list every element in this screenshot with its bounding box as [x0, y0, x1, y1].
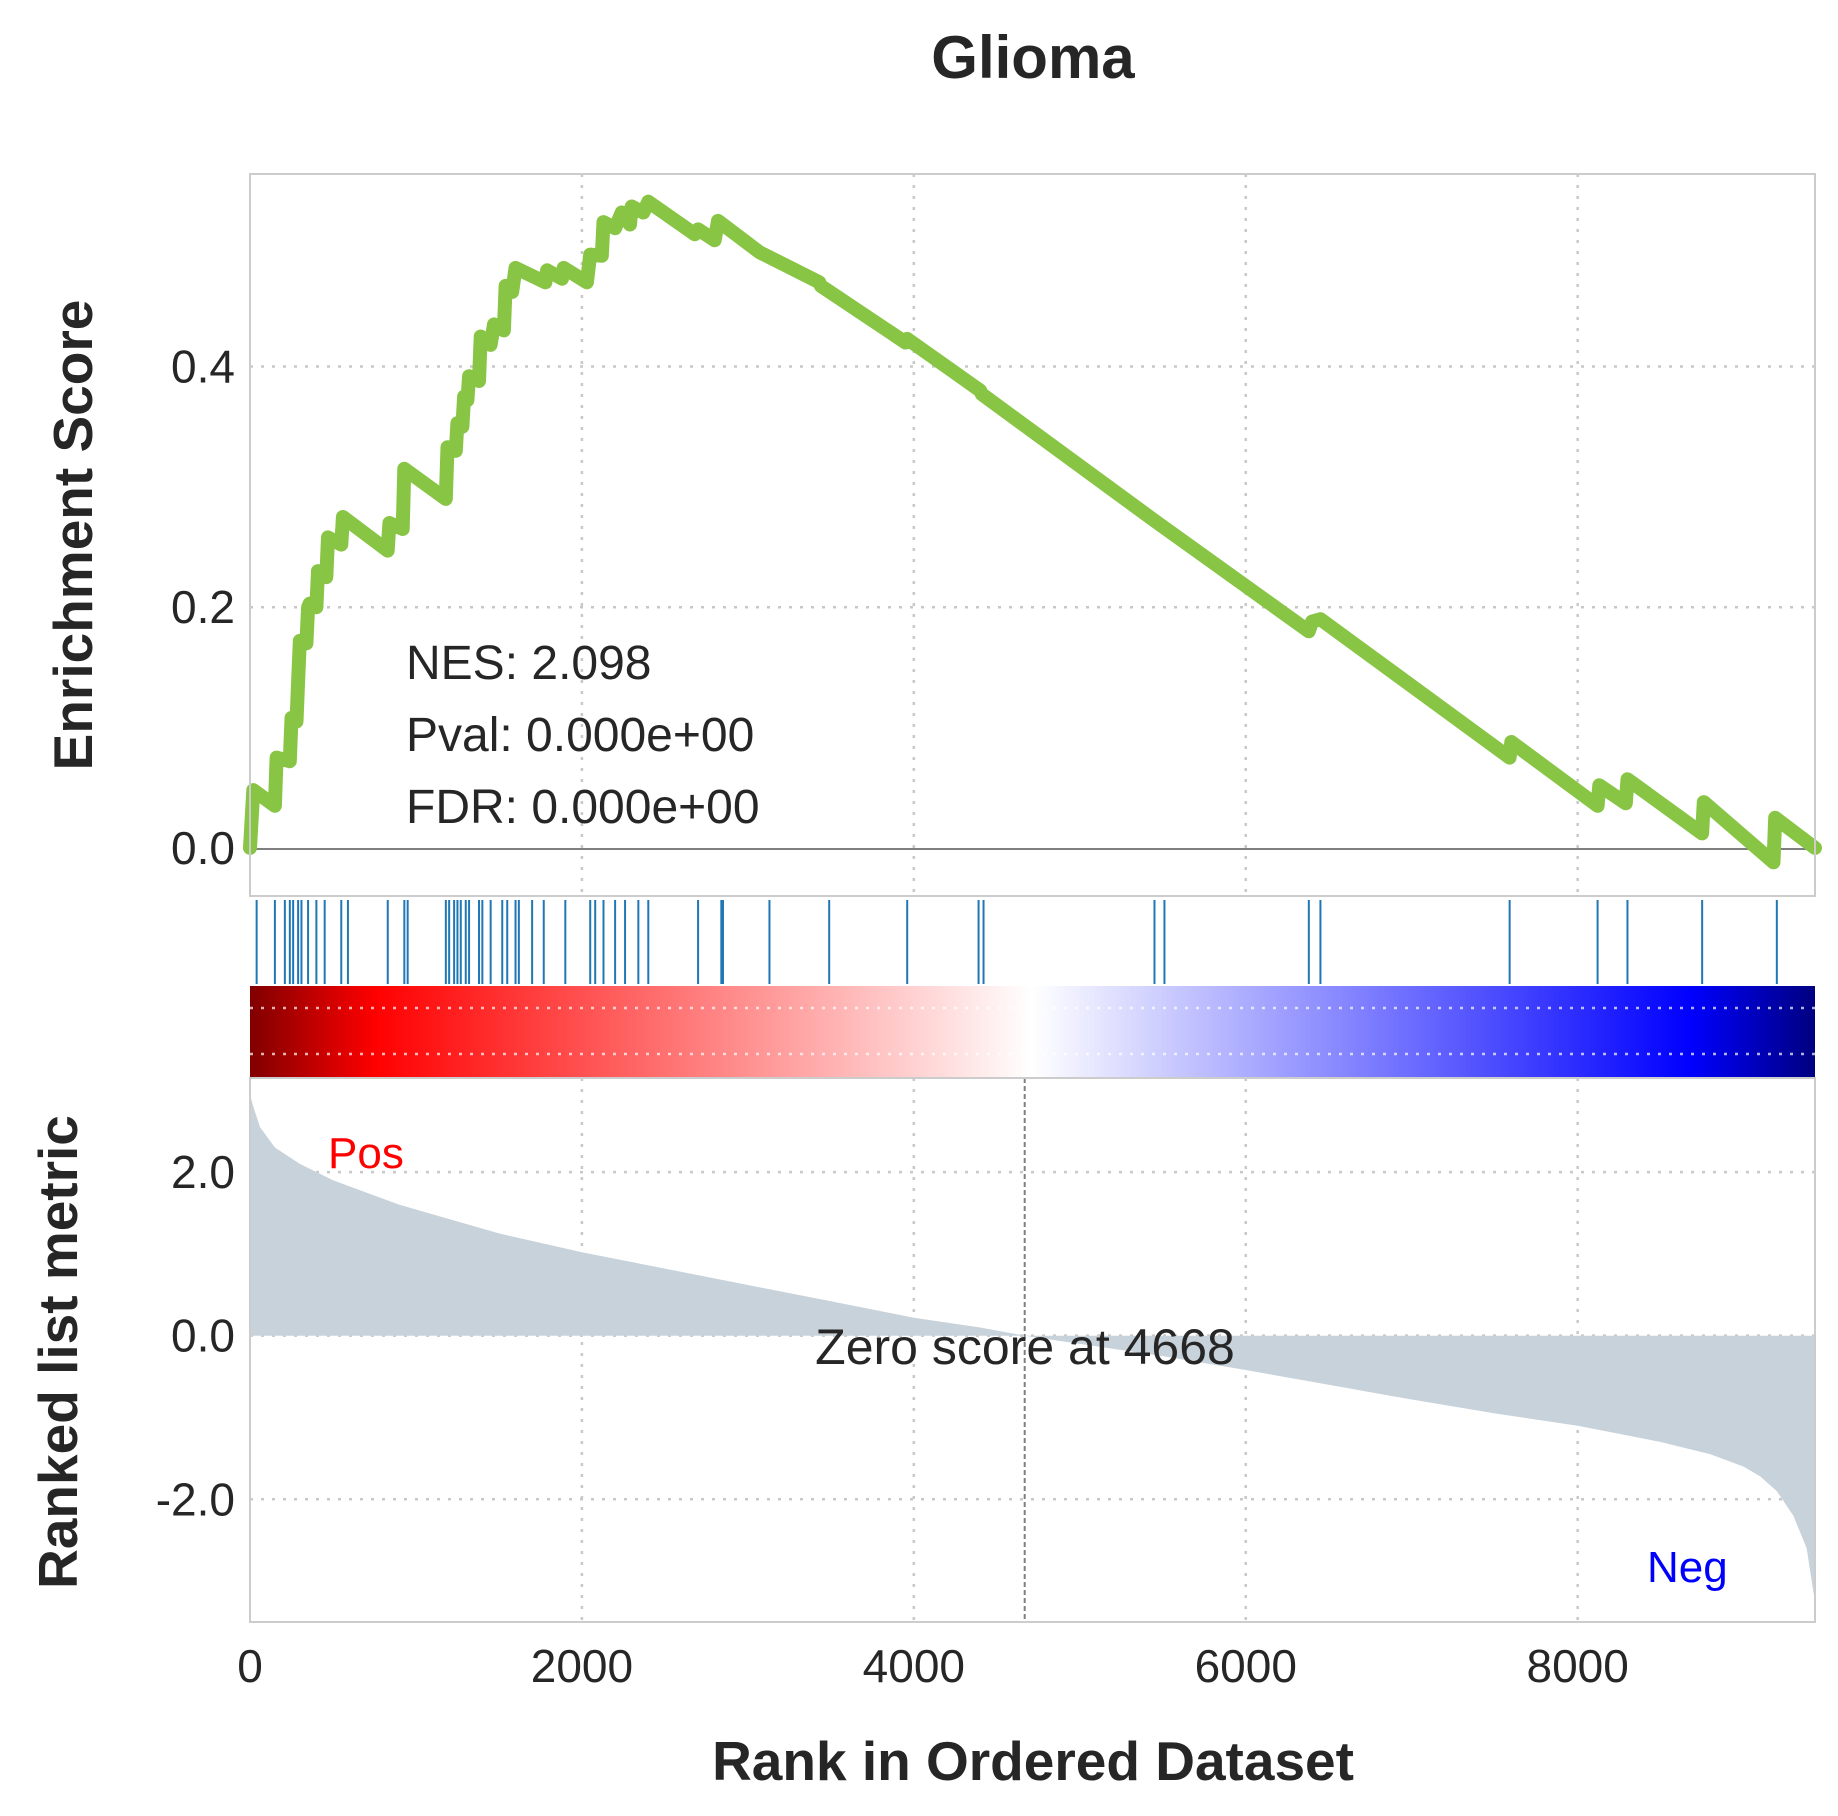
x-tick-label: 0 — [237, 1640, 263, 1692]
ranked-metric-panel: 2.0 0.0 -2.0 Ranked list metric Zero score… — [27, 1077, 1816, 1623]
ranked-metric-panel-frame — [249, 1077, 1816, 1623]
stats-annotation: NES: 2.098 Pval: 0.000e+00 FDR: 0.000e+0… — [406, 637, 760, 834]
hits-panel — [255, 900, 1778, 984]
zero-score-label: Zero score at 4668 — [815, 1319, 1235, 1375]
enrichment-y-tick-label: 0.4 — [171, 341, 235, 393]
chart-title: Glioma — [931, 24, 1135, 91]
fdr-text: FDR: 0.000e+00 — [406, 781, 760, 834]
ranked-metric-y-tick-label: -2.0 — [156, 1473, 235, 1525]
enrichment-panel: 0.0 0.2 0.4 Enrichment Score NES: 2.098 Pv… — [42, 173, 1822, 897]
enrichment-score-line — [243, 194, 1822, 870]
enrichment-y-axis-label: Enrichment Score — [42, 300, 104, 771]
enrichment-y-tick-label: 0.2 — [171, 581, 235, 633]
enrichment-gridlines — [250, 174, 1815, 896]
pos-label: Pos — [328, 1129, 404, 1178]
rank-gradient-bar — [250, 986, 1815, 1078]
pval-text: Pval: 0.000e+00 — [406, 709, 754, 762]
x-axis-label: Rank in Ordered Dataset — [712, 1730, 1354, 1792]
ranked-metric-y-tick-label: 2.0 — [171, 1146, 235, 1198]
ranked-metric-area — [250, 1094, 1815, 1602]
ranked-metric-y-axis-label: Ranked list metric — [27, 1115, 89, 1589]
ranked-metric-y-tick-label: 0.0 — [171, 1310, 235, 1362]
ranked-metric-gridlines — [250, 1078, 1815, 1622]
x-tick-label: 6000 — [1195, 1640, 1297, 1692]
enrichment-y-ticks: 0.0 0.2 0.4 — [171, 341, 235, 874]
x-tick-label: 4000 — [863, 1640, 965, 1692]
enrichment-y-tick-label: 0.0 — [171, 822, 235, 874]
x-axis-ticks: 0 2000 4000 6000 8000 — [237, 1640, 1629, 1692]
nes-text: NES: 2.098 — [406, 637, 651, 690]
hit-markers — [255, 900, 1778, 984]
rank-colorbar — [250, 986, 1815, 1078]
ranked-metric-y-ticks: 2.0 0.0 -2.0 — [156, 1146, 235, 1525]
x-tick-label: 8000 — [1527, 1640, 1629, 1692]
enrichment-panel-frame — [249, 173, 1816, 897]
neg-label: Neg — [1647, 1543, 1728, 1592]
x-tick-label: 2000 — [531, 1640, 633, 1692]
